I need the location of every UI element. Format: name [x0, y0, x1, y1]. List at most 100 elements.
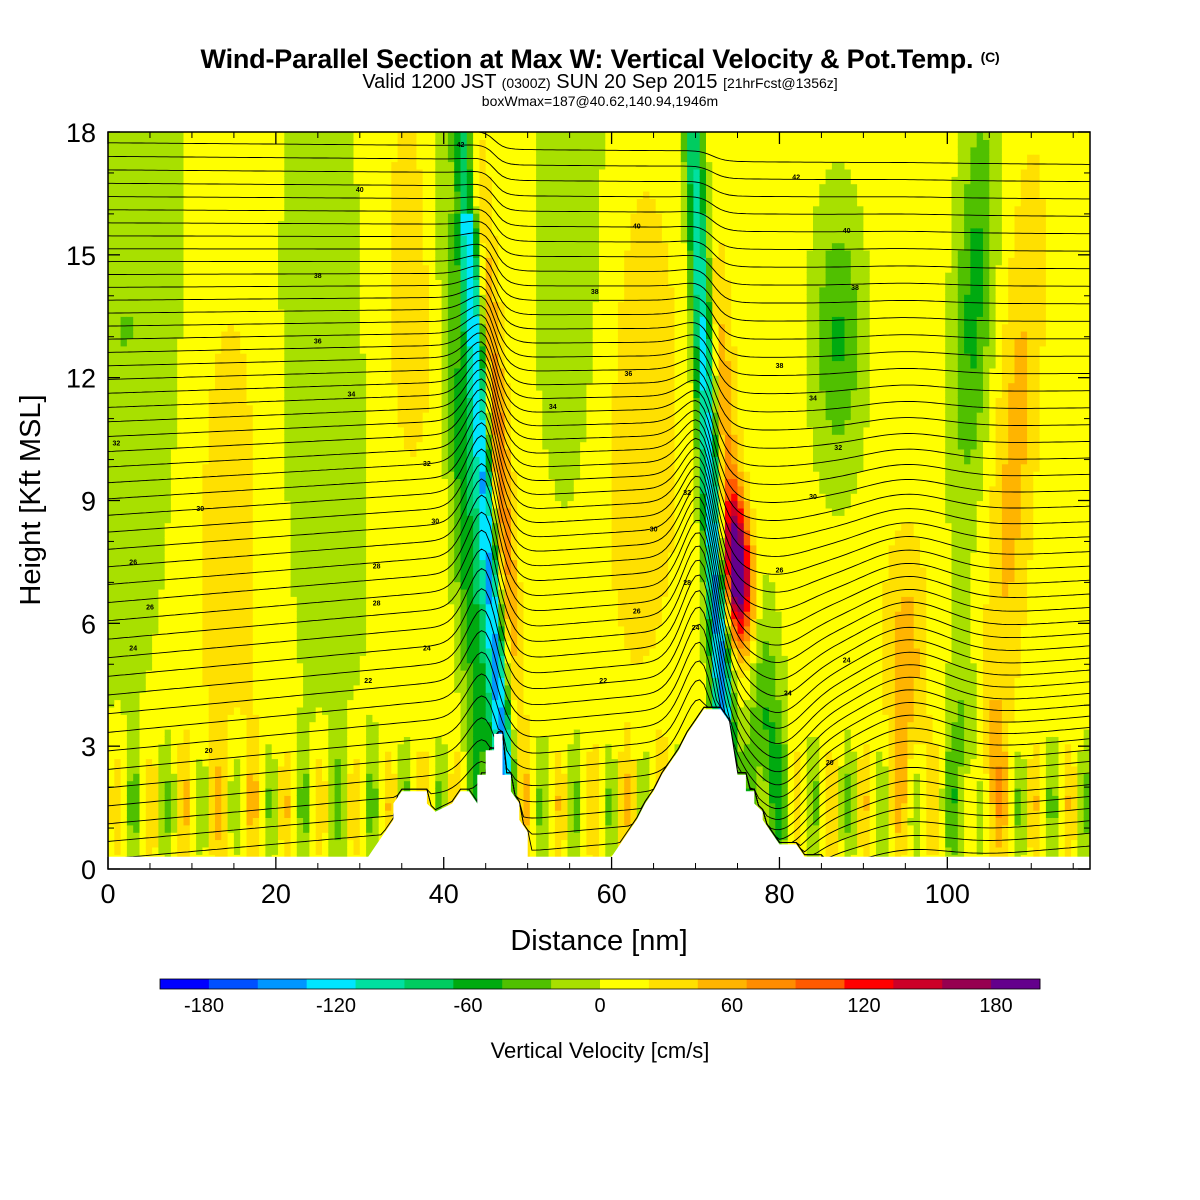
velocity-cell — [259, 515, 266, 523]
velocity-cell — [184, 442, 191, 450]
velocity-cell — [177, 162, 184, 170]
velocity-cell — [328, 456, 335, 464]
velocity-cell — [284, 132, 291, 140]
velocity-cell — [272, 759, 279, 767]
velocity-cell — [108, 795, 115, 803]
velocity-cell — [391, 449, 398, 457]
velocity-cell — [221, 338, 228, 346]
velocity-cell — [335, 677, 342, 685]
velocity-cell — [177, 744, 184, 752]
velocity-cell — [127, 184, 134, 192]
velocity-cell — [265, 663, 272, 671]
velocity-cell — [316, 567, 323, 575]
velocity-cell — [152, 154, 159, 162]
velocity-cell — [152, 353, 159, 361]
velocity-cell — [372, 707, 379, 715]
velocity-cell — [309, 139, 316, 147]
velocity-cell — [341, 604, 348, 612]
velocity-cell — [309, 493, 316, 501]
velocity-cell — [196, 132, 203, 140]
velocity-cell — [265, 353, 272, 361]
velocity-cell — [360, 213, 367, 221]
velocity-cell — [259, 139, 266, 147]
velocity-cell — [354, 618, 361, 626]
velocity-cell — [259, 582, 266, 590]
velocity-cell — [114, 287, 121, 295]
velocity-cell — [372, 324, 379, 332]
velocity-cell — [158, 803, 165, 811]
velocity-cell — [372, 788, 379, 796]
velocity-cell — [234, 324, 241, 332]
velocity-cell — [354, 478, 361, 486]
velocity-cell — [253, 198, 260, 206]
velocity-cell — [328, 176, 335, 184]
velocity-cell — [234, 302, 241, 310]
velocity-cell — [202, 464, 209, 472]
velocity-cell — [354, 176, 361, 184]
velocity-cell — [165, 154, 172, 162]
velocity-cell — [215, 147, 222, 155]
velocity-cell — [272, 198, 279, 206]
velocity-cell — [259, 736, 266, 744]
velocity-cell — [114, 235, 121, 243]
velocity-cell — [291, 139, 298, 147]
velocity-cell — [272, 744, 279, 752]
velocity-cell — [398, 552, 405, 560]
velocity-cell — [309, 405, 316, 413]
velocity-cell — [140, 353, 147, 361]
velocity-cell — [165, 464, 172, 472]
velocity-cell — [379, 655, 386, 663]
velocity-cell — [341, 501, 348, 509]
velocity-cell — [158, 449, 165, 457]
velocity-cell — [177, 670, 184, 678]
velocity-cell — [284, 560, 291, 568]
velocity-cell — [410, 582, 417, 590]
velocity-cell — [398, 265, 405, 273]
velocity-cell — [341, 368, 348, 376]
velocity-cell — [165, 294, 172, 302]
velocity-cell — [240, 648, 247, 656]
velocity-cell — [177, 213, 184, 221]
velocity-cell — [265, 213, 272, 221]
velocity-cell — [366, 390, 373, 398]
velocity-cell — [152, 618, 159, 626]
velocity-cell — [272, 545, 279, 553]
velocity-cell — [322, 162, 329, 170]
velocity-cell — [177, 346, 184, 354]
velocity-cell — [234, 537, 241, 545]
velocity-cell — [297, 589, 304, 597]
velocity-cell — [240, 198, 247, 206]
velocity-cell — [278, 478, 285, 486]
velocity-cell — [108, 464, 115, 472]
velocity-cell — [171, 574, 178, 582]
velocity-cell — [335, 663, 342, 671]
velocity-cell — [385, 486, 392, 494]
velocity-cell — [309, 773, 316, 781]
velocity-cell — [133, 279, 140, 287]
velocity-cell — [152, 383, 159, 391]
velocity-cell — [209, 294, 216, 302]
velocity-cell — [291, 302, 298, 310]
velocity-cell — [372, 618, 379, 626]
velocity-cell — [404, 331, 411, 339]
velocity-cell — [202, 766, 209, 774]
velocity-cell — [341, 773, 348, 781]
velocity-cell — [297, 353, 304, 361]
velocity-cell — [127, 331, 134, 339]
velocity-cell — [391, 464, 398, 472]
velocity-cell — [133, 582, 140, 590]
velocity-cell — [278, 537, 285, 545]
velocity-cell — [146, 331, 153, 339]
velocity-cell — [335, 198, 342, 206]
velocity-cell — [360, 759, 367, 767]
velocity-cell — [284, 449, 291, 457]
velocity-cell — [385, 692, 392, 700]
velocity-cell — [165, 302, 172, 310]
velocity-cell — [209, 545, 216, 553]
velocity-cell — [309, 419, 316, 427]
velocity-cell — [184, 751, 191, 759]
velocity-cell — [410, 132, 417, 140]
velocity-cell — [398, 567, 405, 575]
velocity-cell — [240, 714, 247, 722]
